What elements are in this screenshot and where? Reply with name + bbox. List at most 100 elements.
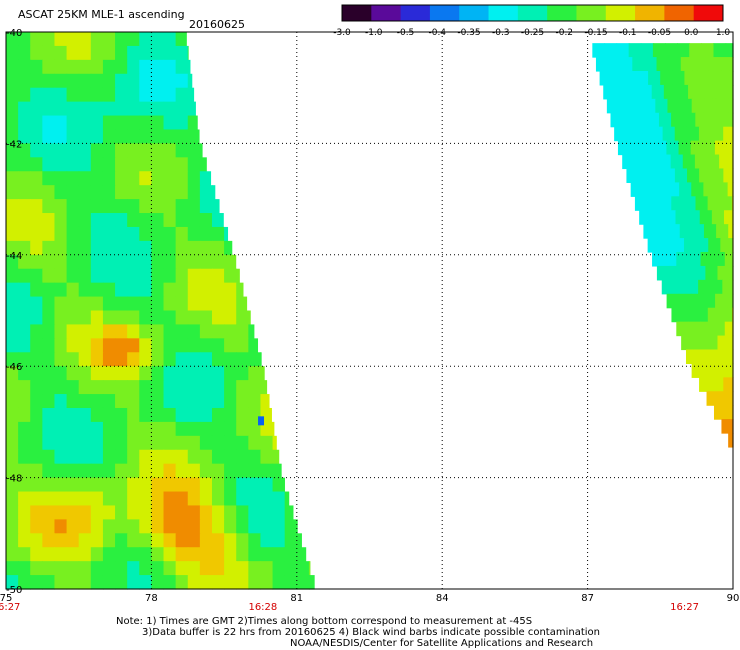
heat-cell-left — [236, 352, 249, 367]
heat-cell-left — [42, 324, 56, 339]
heat-cell-left — [163, 185, 177, 200]
heat-cell-left — [115, 129, 128, 144]
heat-cell-left — [115, 254, 128, 270]
heat-cell-left — [248, 491, 262, 507]
heat-cell-left — [18, 338, 31, 353]
heat-cell-right — [686, 126, 700, 142]
heat-cell-blue — [258, 416, 265, 426]
heat-cell-left — [236, 394, 249, 409]
heat-cell-left — [224, 268, 237, 284]
heat-cell-left — [30, 505, 43, 520]
heat-cell-left — [6, 324, 19, 339]
heat-cell-left — [18, 115, 31, 131]
heat-cell-left — [211, 366, 225, 381]
heat-cell-left — [102, 352, 116, 367]
heat-cell-right — [715, 293, 728, 309]
heat-cell-right — [666, 293, 680, 309]
heat-cell-right — [666, 140, 680, 156]
heat-cell-left — [42, 226, 56, 242]
heat-cell-left — [54, 575, 68, 590]
heat-cell-left — [187, 505, 201, 520]
heat-cell-left — [127, 87, 140, 103]
heat-cell-left — [187, 254, 201, 270]
heat-cell-left — [175, 101, 189, 117]
heat-cell-left — [211, 519, 225, 534]
heat-cell-right — [712, 321, 726, 337]
heat-cell-left — [163, 352, 177, 367]
heat-cell-left — [127, 115, 140, 131]
heat-cell-right — [608, 57, 621, 72]
heat-cell-left — [115, 491, 128, 507]
heat-cell-left — [78, 352, 92, 367]
colorbar-label: 0.0 — [684, 28, 699, 38]
heat-cell-left — [6, 435, 19, 451]
heat-cell-left — [224, 352, 237, 367]
heat-cell-right — [623, 70, 637, 86]
heat-cell-left — [139, 296, 152, 312]
heat-cell-left — [260, 449, 274, 465]
heat-cell-left — [296, 575, 310, 590]
heat-cell-left — [6, 449, 19, 465]
heat-cell-left — [66, 435, 80, 451]
heat-cell-right — [699, 377, 712, 392]
heat-cell-right — [729, 265, 734, 281]
heat-cell-left — [42, 477, 56, 493]
heat-cell-right — [654, 140, 668, 156]
heat-cell-left — [139, 449, 152, 465]
heat-cell-left — [175, 310, 189, 326]
heat-cell-left — [115, 366, 128, 381]
heat-cell-left — [42, 213, 56, 228]
heat-cell-left — [66, 380, 80, 395]
heat-cell-right — [691, 224, 705, 239]
heat-cell-right — [724, 84, 734, 100]
heat-cell-left — [248, 519, 262, 534]
heat-cell-left — [151, 129, 165, 144]
heat-cell-left — [151, 171, 165, 186]
heat-cell-left — [30, 477, 43, 493]
heat-cell-left — [127, 59, 140, 75]
colorbar-swatch — [605, 5, 636, 21]
heat-cell-left — [211, 282, 225, 298]
heat-cell-left — [54, 213, 68, 228]
heat-cell-left — [224, 491, 237, 507]
heat-cell-right — [685, 349, 699, 365]
heat-cell-left — [187, 407, 201, 423]
heat-cell-left — [90, 59, 104, 75]
heat-cell-left — [54, 477, 68, 493]
heat-cell-left — [236, 338, 249, 353]
heat-cell-left — [18, 519, 31, 534]
x-tick-label: 81 — [290, 593, 303, 604]
heat-cell-right — [694, 154, 708, 170]
heat-cell-left — [42, 240, 56, 256]
heat-cell-left — [18, 575, 31, 590]
heat-cell-left — [102, 59, 116, 75]
heat-cell-left — [199, 505, 213, 520]
heat-cell-left — [66, 338, 80, 353]
heat-cell-left — [6, 310, 19, 326]
heat-cell-left — [30, 491, 43, 507]
heat-cell-left — [54, 199, 68, 214]
heat-cell-left — [30, 73, 43, 89]
heat-cell-right — [708, 238, 721, 253]
heat-cell-left — [199, 421, 213, 437]
heat-cell-left — [224, 421, 237, 437]
colorbar-swatch — [459, 5, 490, 21]
heat-cell-right — [674, 168, 688, 183]
heat-cell-left — [139, 213, 152, 228]
heat-cell-left — [187, 199, 201, 214]
heat-cell-left — [175, 477, 189, 493]
heat-cell-right — [676, 252, 690, 267]
heat-cell-left — [66, 296, 80, 312]
heat-cell-left — [284, 505, 294, 520]
heat-cell-left — [187, 463, 201, 479]
heat-cell-left — [127, 519, 140, 534]
heat-cell-left — [248, 533, 262, 548]
heat-cell-right — [703, 182, 717, 197]
heat-cell-right — [717, 335, 731, 351]
heat-cell-right — [643, 98, 656, 114]
heat-cell-left — [199, 394, 213, 409]
heat-cell-right — [728, 224, 734, 239]
heat-cell-right — [668, 57, 682, 72]
heat-cell-left — [30, 226, 43, 242]
heat-cell-left — [90, 352, 104, 367]
